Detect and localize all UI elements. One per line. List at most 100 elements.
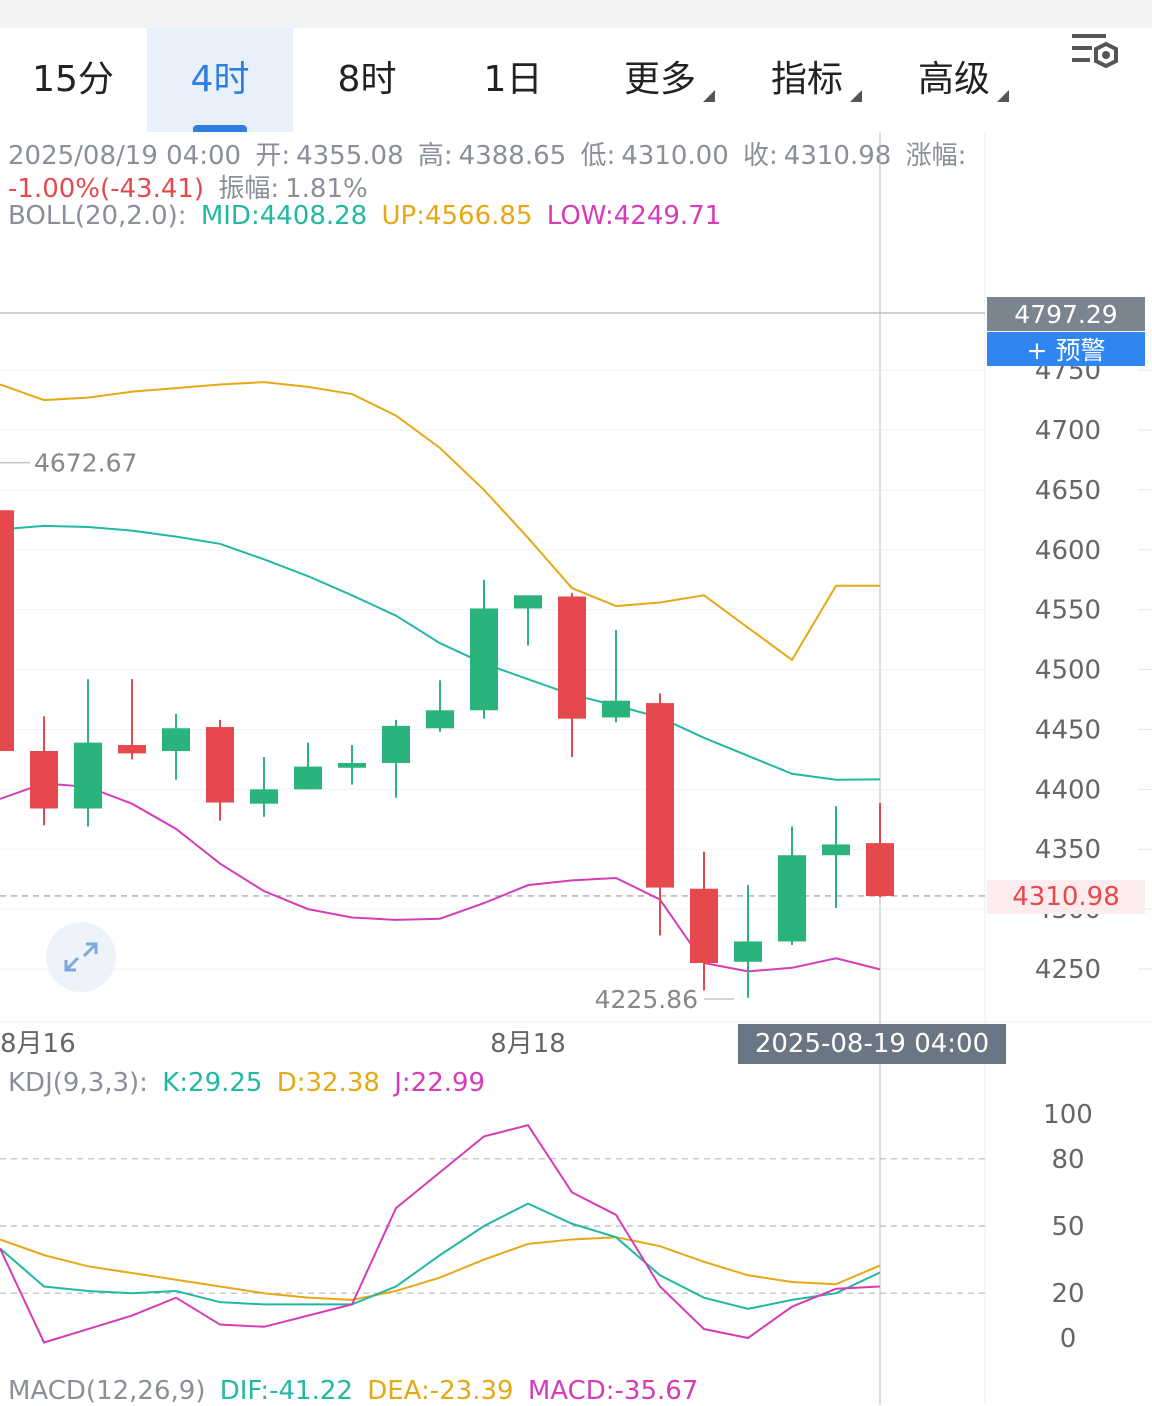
tab-0[interactable]: 15分	[0, 28, 146, 132]
candle-body	[118, 745, 146, 754]
candle-body	[778, 855, 806, 942]
date-label: 8月18	[490, 1029, 566, 1059]
ohlc-line-1: 2025/08/19 04:00 开: 4355.08 高: 4388.65 低: 4…	[8, 135, 972, 172]
macd-label: MACD(12,26,9)	[8, 1376, 206, 1406]
candle-body	[646, 703, 674, 888]
kdj-label: KDJ(9,3,3):	[8, 1068, 148, 1098]
active-tab-indicator	[193, 125, 247, 132]
kdj-tick-label: 50	[1051, 1212, 1084, 1242]
tab-label: 1日	[483, 59, 543, 100]
date-label: 8月16	[0, 1029, 76, 1059]
candle-body	[470, 608, 498, 711]
dropdown-corner-icon	[703, 90, 715, 102]
candle-body	[206, 727, 234, 803]
kdj-j-line	[0, 1124, 881, 1344]
candle-body	[250, 789, 278, 804]
candle-body	[294, 766, 322, 790]
macd-legend: MACD(12,26,9) DIF:-41.22 DEA:-23.39 MACD…	[8, 1376, 704, 1406]
kdj-k-line	[0, 1202, 881, 1310]
tab-1[interactable]: 4时	[147, 28, 293, 132]
price-tick-label: 4350	[1035, 835, 1101, 865]
boll-up-line	[0, 381, 880, 662]
tab-label: 高级	[917, 59, 990, 100]
boll-mid-value: MID:4408.28	[200, 201, 368, 231]
open-value: 4355.08	[296, 141, 404, 171]
tab-4[interactable]: 更多	[587, 28, 733, 132]
boll-mid-line	[0, 524, 881, 781]
boll-legend: BOLL(20,2.0): MID:4408.28 UP:4566.85 LOW…	[8, 201, 727, 231]
low-value: 4310.00	[621, 141, 729, 171]
dropdown-corner-icon	[850, 90, 862, 102]
dropdown-corner-icon	[997, 90, 1009, 102]
candle-body	[734, 941, 762, 962]
kdj-tick-label: 80	[1051, 1145, 1084, 1175]
tab-6[interactable]: 高级	[881, 28, 1027, 132]
candle-body	[162, 728, 190, 752]
kdj-k-value: K:29.25	[162, 1068, 263, 1098]
candle-body	[558, 596, 586, 719]
kdj-d-line	[0, 1236, 881, 1301]
boll-low-value: LOW:4249.71	[546, 201, 722, 231]
amplitude-label: 振幅:	[218, 174, 280, 204]
timeframe-tabs: 15分 4时 8时 1日 更多 指标 高级	[0, 28, 1152, 132]
fullscreen-button[interactable]	[46, 922, 116, 992]
macd-dif-value: DIF:-41.22	[219, 1376, 353, 1406]
low-marker-label: 4225.86	[595, 985, 698, 1014]
amplitude-value: 1.81%	[285, 174, 368, 204]
price-tick-label: 4700	[1035, 416, 1101, 446]
candle-body	[690, 888, 718, 964]
last-price-tag: 4310.98	[987, 880, 1145, 914]
candle-body	[74, 742, 102, 809]
change-value: -1.00%(-43.41)	[8, 174, 205, 204]
price-tick-label: 4600	[1035, 536, 1101, 566]
tab-2[interactable]: 8时	[294, 28, 440, 132]
crosshair-price-tag: 4797.29	[987, 297, 1145, 331]
add-alert-button[interactable]: + 预警	[987, 332, 1145, 366]
boll-label: BOLL(20,2.0):	[8, 201, 187, 231]
macd-macd-value: MACD:-35.67	[527, 1376, 699, 1406]
boll-low-line	[0, 782, 881, 973]
high-label: 高:	[417, 141, 453, 171]
candle-body	[822, 844, 850, 856]
kdj-j-value: J:22.99	[394, 1068, 486, 1098]
kdj-tick-label: 100	[1043, 1100, 1093, 1130]
tab-label: 8时	[337, 59, 397, 100]
price-tick-label: 4250	[1035, 955, 1101, 985]
price-tick-label: 4550	[1035, 596, 1101, 626]
close-label: 收:	[743, 141, 778, 171]
kdj-tick-label: 0	[1060, 1324, 1077, 1354]
price-tick-label: 4650	[1035, 476, 1101, 506]
tab-label: 指标	[770, 59, 843, 100]
tab-3[interactable]: 1日	[440, 28, 586, 132]
change-label: 涨幅:	[905, 141, 967, 171]
candle-body	[602, 700, 630, 718]
open-label: 开:	[255, 141, 291, 171]
candle-body	[866, 843, 894, 896]
kdj-legend: KDJ(9,3,3): K:29.25 D:32.38 J:22.99	[8, 1068, 491, 1098]
kdj-d-value: D:32.38	[276, 1068, 380, 1098]
candle-body	[338, 762, 366, 768]
high-marker-label: 4672.67	[34, 449, 137, 478]
candle-body	[0, 510, 14, 752]
candle-body	[426, 710, 454, 729]
low-label: 低:	[580, 141, 616, 171]
ohlc-datetime: 2025/08/19 04:00	[8, 141, 242, 171]
crosshair-time-tag: 2025-08-19 04:00	[738, 1024, 1006, 1064]
close-value: 4310.98	[783, 141, 892, 171]
price-tick-label: 4400	[1035, 775, 1101, 805]
high-value: 4388.65	[458, 141, 567, 171]
expand-icon	[64, 942, 98, 972]
kdj-tick-label: 20	[1051, 1279, 1084, 1309]
top-strip	[0, 0, 1152, 28]
chart-settings-icon[interactable]	[1070, 30, 1122, 74]
tab-label: 4时	[190, 59, 250, 100]
ohlc-line-2: -1.00%(-43.41) 振幅: 1.81%	[8, 168, 374, 205]
boll-up-value: UP:4566.85	[381, 201, 533, 231]
tab-label: 15分	[32, 59, 114, 100]
tab-5[interactable]: 指标	[734, 28, 880, 132]
candle-body	[30, 751, 58, 809]
tab-label: 更多	[623, 59, 696, 100]
candle-body	[382, 725, 410, 763]
price-tick-label: 4500	[1035, 656, 1101, 686]
